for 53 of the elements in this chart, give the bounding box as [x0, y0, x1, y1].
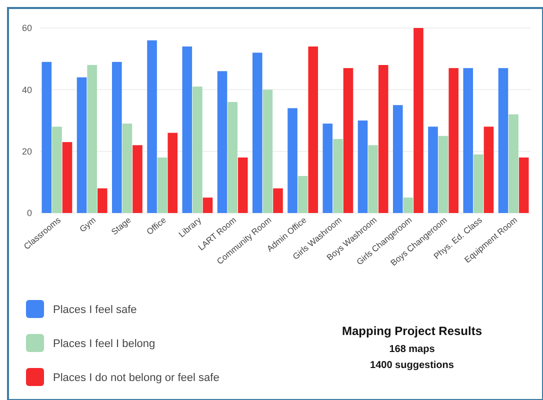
bar	[298, 176, 308, 213]
bar	[262, 90, 273, 213]
bar	[147, 40, 157, 213]
y-tick-label: 20	[22, 146, 32, 156]
bar	[238, 158, 248, 213]
bar	[132, 145, 142, 213]
bar	[322, 124, 333, 213]
bar	[438, 136, 448, 213]
bar	[518, 158, 529, 213]
bar	[474, 154, 484, 213]
bar	[343, 68, 354, 213]
y-tick-label: 60	[22, 23, 32, 34]
bar	[403, 198, 414, 213]
bar	[448, 68, 458, 213]
bar	[112, 62, 122, 213]
bar	[192, 86, 202, 213]
bar	[97, 188, 108, 213]
legend-label: Places I feel safe	[53, 304, 137, 316]
text: 1400 suggestions	[370, 360, 454, 371]
bar	[463, 68, 474, 213]
bar	[288, 108, 298, 213]
bar	[252, 52, 262, 213]
text: Mapping Project Results	[342, 324, 482, 338]
text: 168 maps	[389, 344, 436, 355]
y-tick-label: 40	[22, 84, 32, 95]
bar	[498, 68, 508, 213]
bar	[217, 71, 228, 213]
bar	[378, 65, 388, 213]
bar	[273, 188, 283, 213]
bar	[308, 46, 318, 213]
bar	[333, 139, 343, 213]
bar	[392, 105, 403, 213]
bar	[157, 158, 168, 213]
bar	[414, 28, 424, 213]
y-tick-label: 0	[26, 208, 32, 218]
bar	[484, 126, 494, 213]
legend-label: Places I do not belong or feel safe	[53, 372, 220, 384]
bar	[122, 124, 132, 213]
bar	[42, 62, 52, 213]
bar	[358, 120, 368, 213]
bar	[368, 145, 378, 213]
bar	[428, 126, 438, 213]
bar	[508, 114, 518, 213]
bar	[62, 142, 72, 213]
bar	[202, 198, 213, 213]
bar	[228, 102, 238, 213]
bar	[52, 126, 62, 213]
legend-label: Places I feel I belong	[53, 338, 156, 350]
bar	[76, 77, 87, 213]
bar	[168, 132, 178, 213]
x-tick-label: Gym	[77, 214, 98, 234]
bar	[182, 46, 192, 213]
bar	[87, 65, 97, 213]
